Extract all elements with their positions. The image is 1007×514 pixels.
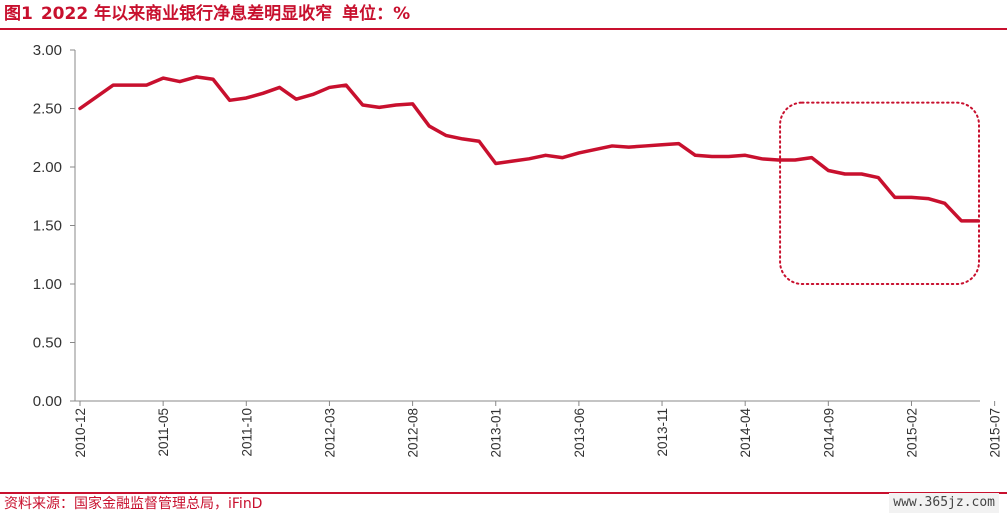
data-point xyxy=(827,169,830,172)
y-tick-label: 3.00 xyxy=(33,42,62,59)
data-point xyxy=(395,104,397,106)
highlight-box xyxy=(779,101,981,286)
data-point xyxy=(511,160,514,162)
unit-label: 单位：% xyxy=(342,4,411,24)
data-point xyxy=(910,196,913,199)
y-tick-label: 0.00 xyxy=(33,393,62,410)
x-tick-label: 2012-03 xyxy=(322,408,337,458)
x-tick-label: 2013-11 xyxy=(655,408,670,457)
x-tick-label: 2013-01 xyxy=(489,408,504,458)
chart-title: 图1 2022 年以来商业银行净息差明显收窄 单位：% xyxy=(4,2,410,26)
footer-rule xyxy=(0,492,1007,494)
x-tick-label: 2014-04 xyxy=(738,408,753,458)
y-tick-label: 0.50 xyxy=(33,335,62,352)
data-point xyxy=(661,143,663,146)
data-point xyxy=(927,197,929,200)
data-point xyxy=(295,98,297,100)
data-point xyxy=(361,104,364,106)
data-point xyxy=(844,173,846,175)
data-point xyxy=(611,145,613,147)
data-point xyxy=(594,148,597,151)
data-point xyxy=(860,173,863,175)
data-point xyxy=(794,159,796,161)
data-point xyxy=(312,93,314,96)
x-tick-label: 2013-06 xyxy=(572,408,587,458)
data-point xyxy=(694,154,697,157)
data-point xyxy=(95,96,98,98)
data-point xyxy=(411,103,414,105)
x-tick-label: 2012-08 xyxy=(406,408,421,458)
data-point xyxy=(761,158,763,160)
data-point xyxy=(943,202,946,205)
x-tick-label: 2015-02 xyxy=(904,408,919,458)
data-point xyxy=(195,76,198,78)
highlight-annotation xyxy=(779,101,981,286)
data-point xyxy=(129,84,131,86)
data-point xyxy=(677,142,680,145)
x-axis: 2010-12 2011-05 2011-10 2012-03 2012-08 2013-… xyxy=(73,400,1003,458)
y-axis: 0.00 0.50 1.00 1.50 2.00 2.50 3.00 xyxy=(33,42,76,410)
data-point xyxy=(212,78,214,81)
figure-title: 2022 年以来商业银行净息差明显收窄 xyxy=(40,4,333,24)
data-point xyxy=(894,196,896,199)
y-tick-label: 1.50 xyxy=(33,218,62,235)
y-tick-label: 2.00 xyxy=(33,159,62,176)
data-point xyxy=(178,80,181,83)
data-point xyxy=(79,107,81,110)
data-point xyxy=(877,176,880,179)
data-point xyxy=(478,140,480,143)
data-point xyxy=(445,134,447,137)
data-point xyxy=(810,156,813,159)
source-note: 资料来源：国家金融监督管理总局，iFinD xyxy=(4,496,263,512)
data-point xyxy=(727,155,730,158)
y-tick-label: 1.00 xyxy=(33,276,62,293)
x-tick-label: 2011-10 xyxy=(239,408,254,457)
data-point xyxy=(977,220,979,222)
data-point xyxy=(627,146,630,148)
data-point xyxy=(262,92,264,95)
watermark: www.365jz.com xyxy=(889,493,999,513)
y-tick-label: 2.50 xyxy=(33,101,62,118)
x-tick-label: 2011-05 xyxy=(156,408,171,457)
series-group xyxy=(78,75,980,223)
figure-number: 图1 xyxy=(4,4,33,24)
data-point xyxy=(245,97,248,99)
data-point xyxy=(494,162,497,165)
data-point xyxy=(960,220,963,222)
x-tick-label: 2010-12 xyxy=(73,408,88,458)
data-point xyxy=(744,154,746,157)
data-point xyxy=(644,145,647,147)
data-point xyxy=(711,155,713,158)
data-point xyxy=(345,84,347,86)
data-point xyxy=(162,77,164,79)
data-point xyxy=(461,138,464,140)
data-point xyxy=(428,125,431,127)
data-point xyxy=(544,154,547,157)
data-point xyxy=(112,84,115,86)
x-tick-label: 2014-09 xyxy=(821,408,836,458)
x-tick-label: 2015-07 xyxy=(988,408,1003,458)
header-rule xyxy=(0,28,1007,30)
line-chart: 0.00 0.50 1.00 1.50 2.00 2.50 3.00 2010-12 2011… xyxy=(33,42,1003,458)
data-point xyxy=(777,159,780,161)
data-point xyxy=(578,152,580,154)
data-point xyxy=(228,99,231,102)
data-point xyxy=(378,106,381,109)
data-point xyxy=(145,84,148,86)
data-point xyxy=(528,158,530,160)
data-point xyxy=(561,156,564,159)
data-point xyxy=(278,86,281,89)
series-line xyxy=(78,75,980,223)
data-point xyxy=(328,86,331,89)
